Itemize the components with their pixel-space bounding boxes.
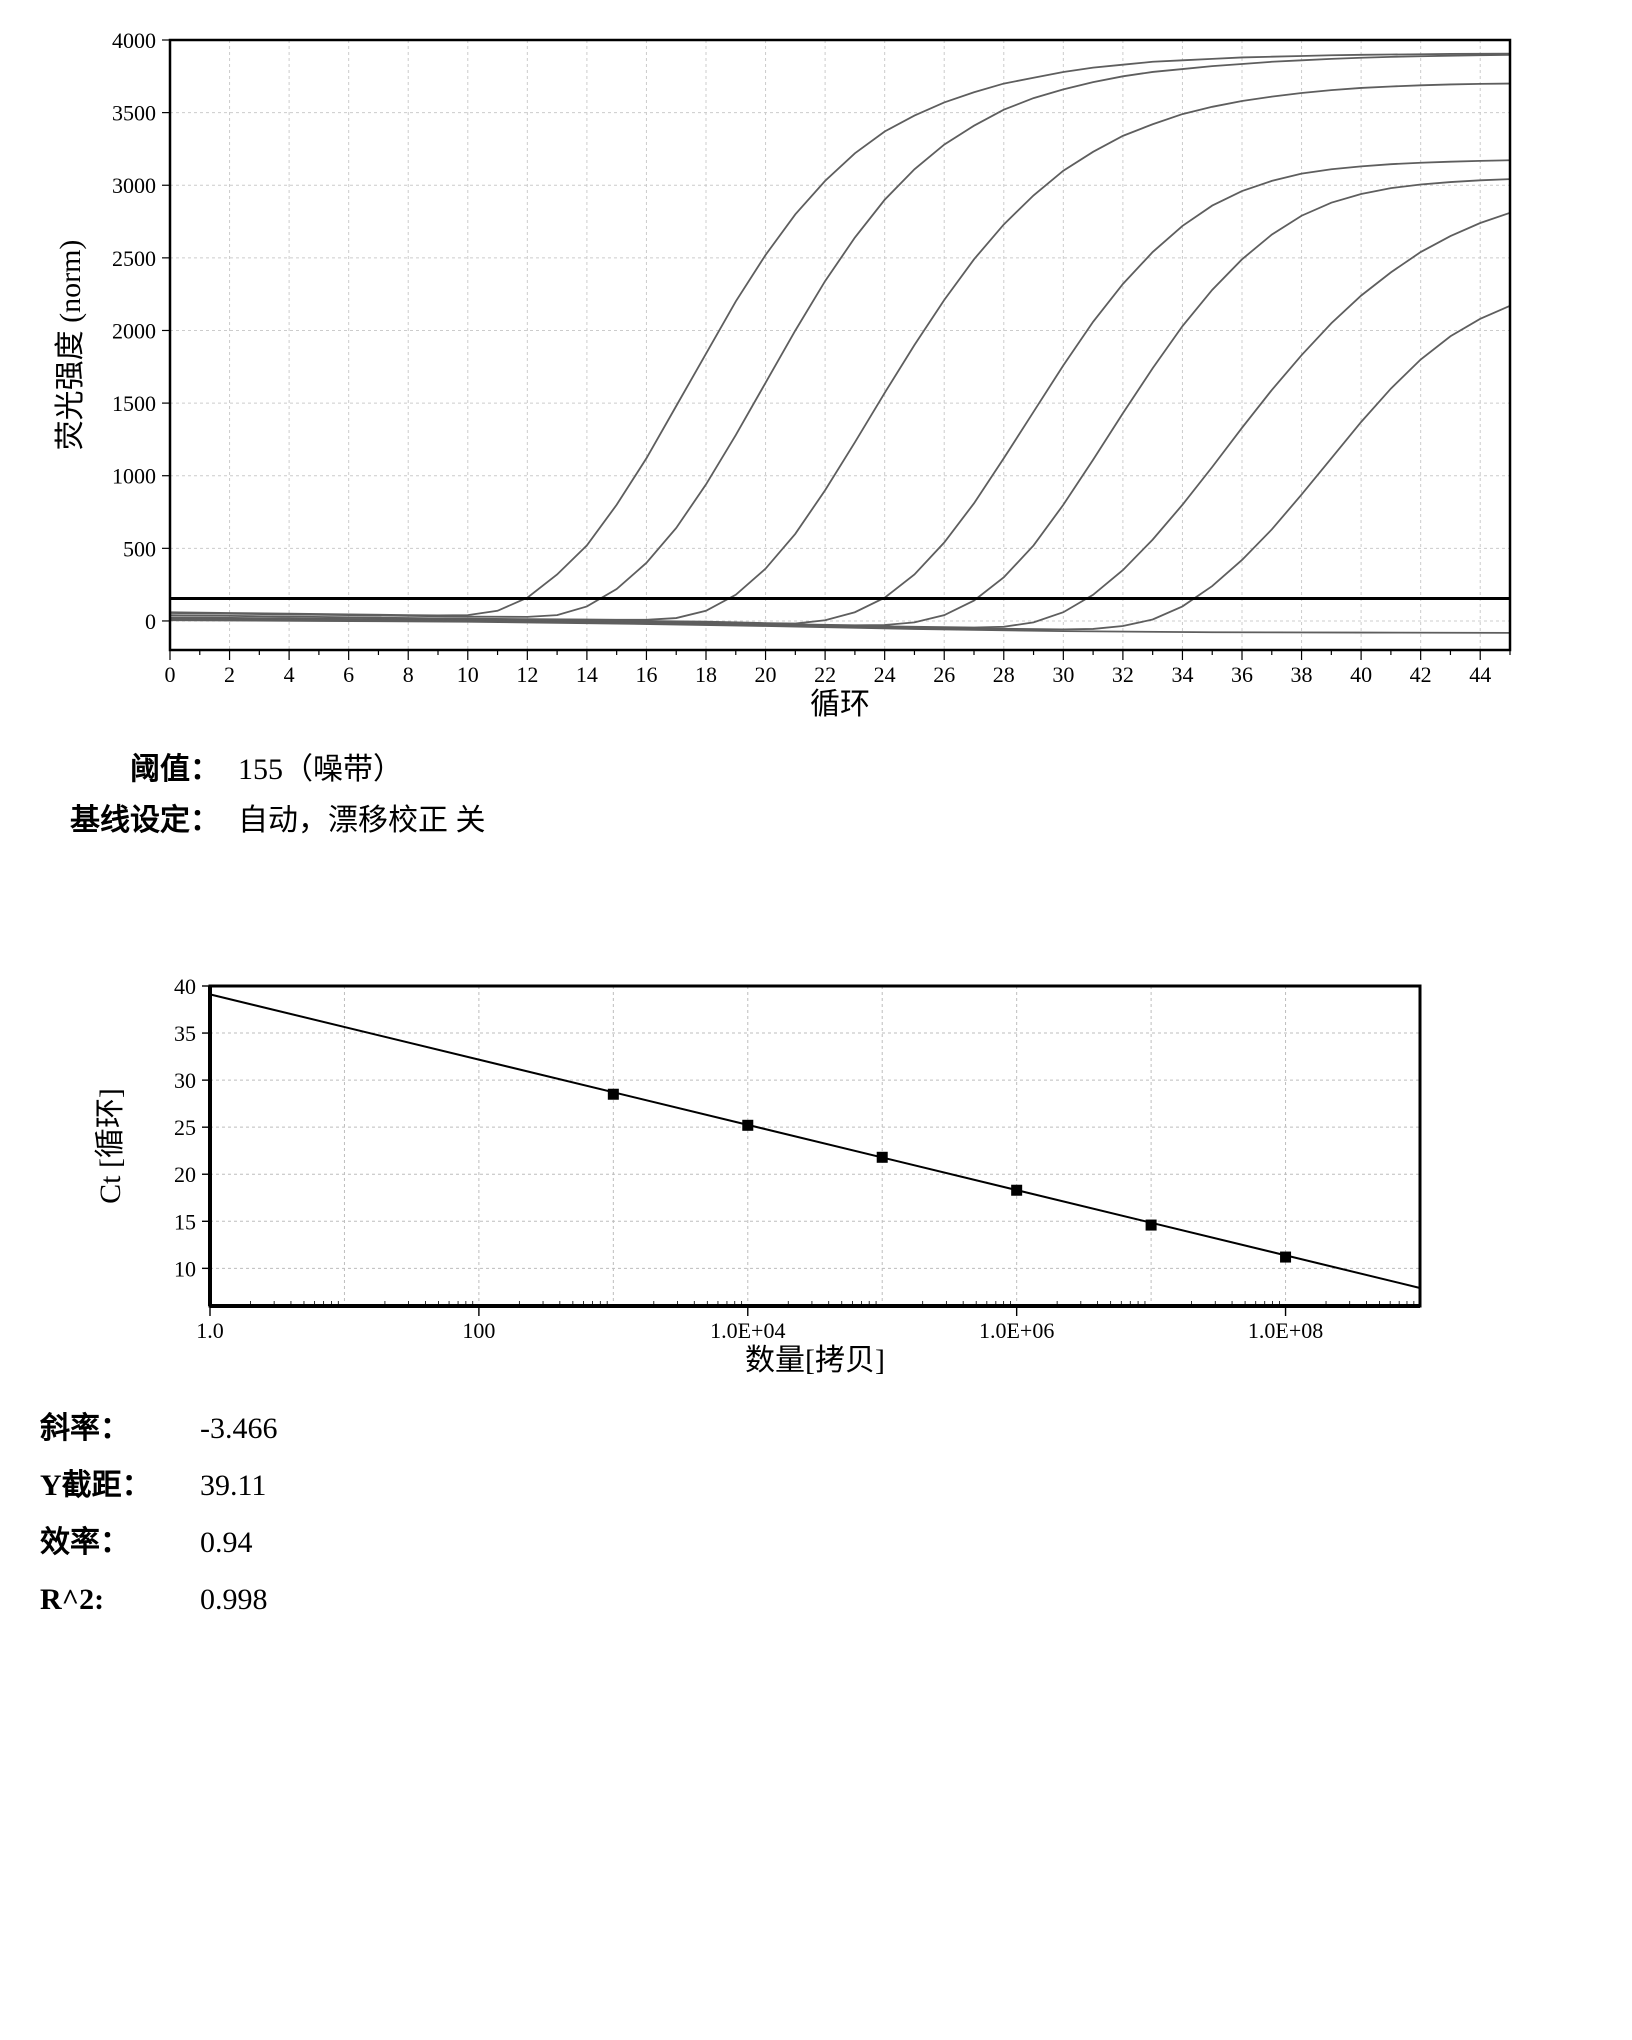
svg-text:4000: 4000 — [112, 28, 156, 53]
svg-text:1500: 1500 — [112, 391, 156, 416]
svg-text:36: 36 — [1231, 662, 1253, 687]
svg-text:20: 20 — [174, 1162, 196, 1187]
svg-text:0: 0 — [165, 662, 176, 687]
svg-text:30: 30 — [1052, 662, 1074, 687]
standard-curve-svg: 1.0 100 1.0E+04 1.0E+06 1.0E+08 10 15 20 25 30 35 4… — [40, 966, 1460, 1376]
amplification-chart: 0246810121416182022242628303234363840424… — [40, 20, 1592, 720]
svg-text:3500: 3500 — [112, 101, 156, 126]
svg-text:500: 500 — [123, 536, 156, 561]
efficiency-row: 效率： 0.94 — [40, 1514, 1592, 1571]
svg-text:1.0E+06: 1.0E+06 — [979, 1318, 1054, 1343]
svg-text:35: 35 — [174, 1021, 196, 1046]
svg-text:32: 32 — [1112, 662, 1134, 687]
svg-text:38: 38 — [1291, 662, 1313, 687]
svg-text:30: 30 — [174, 1068, 196, 1093]
intercept-row: Y截距： 39.11 — [40, 1457, 1592, 1514]
svg-text:14: 14 — [576, 662, 598, 687]
svg-text:2000: 2000 — [112, 318, 156, 343]
svg-text:25: 25 — [174, 1115, 196, 1140]
svg-text:40: 40 — [1350, 662, 1372, 687]
standard-curve-chart: 1.0 100 1.0E+04 1.0E+06 1.0E+08 10 15 20 25 30 35 4… — [40, 966, 1592, 1376]
svg-text:26: 26 — [933, 662, 955, 687]
svg-text:12: 12 — [516, 662, 538, 687]
svg-text:44: 44 — [1469, 662, 1491, 687]
spacer — [40, 846, 1592, 966]
svg-text:数量[拷贝]: 数量[拷贝] — [745, 1344, 885, 1376]
threshold-label: 阈值： — [40, 744, 220, 795]
baseline-value: 自动，漂移校正 关 — [220, 795, 486, 846]
svg-text:16: 16 — [635, 662, 657, 687]
r2-row: R^2: 0.998 — [40, 1571, 1592, 1628]
svg-text:10: 10 — [457, 662, 479, 687]
amplification-svg: 0246810121416182022242628303234363840424… — [40, 20, 1540, 720]
threshold-value: 155（噪带） — [220, 744, 403, 795]
svg-text:8: 8 — [403, 662, 414, 687]
svg-text:1.0E+04: 1.0E+04 — [710, 1318, 785, 1343]
baseline-row: 基线设定： 自动，漂移校正 关 — [40, 795, 1592, 846]
svg-text:28: 28 — [993, 662, 1015, 687]
svg-text:3000: 3000 — [112, 173, 156, 198]
efficiency-value: 0.94 — [200, 1514, 253, 1571]
svg-text:22: 22 — [814, 662, 836, 687]
threshold-row: 阈值： 155（噪带） — [40, 744, 1592, 795]
svg-text:荧光强度 (norm): 荧光强度 (norm) — [54, 240, 87, 451]
amp-info-block: 阈值： 155（噪带） 基线设定： 自动，漂移校正 关 — [40, 744, 1592, 846]
svg-text:Ct [循环]: Ct [循环] — [94, 1088, 127, 1204]
intercept-value: 39.11 — [200, 1457, 266, 1514]
svg-text:10: 10 — [174, 1256, 196, 1281]
svg-text:42: 42 — [1410, 662, 1432, 687]
svg-text:0: 0 — [145, 609, 156, 634]
svg-text:1.0E+08: 1.0E+08 — [1248, 1318, 1323, 1343]
svg-text:循环: 循环 — [810, 688, 870, 720]
svg-text:40: 40 — [174, 974, 196, 999]
svg-text:6: 6 — [343, 662, 354, 687]
svg-text:2: 2 — [224, 662, 235, 687]
efficiency-label: 效率： — [40, 1514, 200, 1571]
svg-text:4: 4 — [284, 662, 295, 687]
r2-value: 0.998 — [200, 1571, 268, 1628]
slope-value: -3.466 — [200, 1400, 278, 1457]
intercept-label: Y截距： — [40, 1457, 200, 1514]
svg-text:34: 34 — [1171, 662, 1193, 687]
baseline-label: 基线设定： — [40, 795, 220, 846]
svg-text:1.0: 1.0 — [196, 1318, 224, 1343]
svg-text:15: 15 — [174, 1209, 196, 1234]
r2-label: R^2: — [40, 1571, 200, 1628]
svg-text:100: 100 — [462, 1318, 495, 1343]
svg-text:24: 24 — [874, 662, 896, 687]
svg-text:2500: 2500 — [112, 246, 156, 271]
stats-block: 斜率： -3.466 Y截距： 39.11 效率： 0.94 R^2: 0.99… — [40, 1400, 1592, 1628]
svg-text:20: 20 — [755, 662, 777, 687]
page-root: 0246810121416182022242628303234363840424… — [0, 0, 1632, 1688]
slope-row: 斜率： -3.466 — [40, 1400, 1592, 1457]
svg-text:18: 18 — [695, 662, 717, 687]
svg-text:1000: 1000 — [112, 464, 156, 489]
slope-label: 斜率： — [40, 1400, 200, 1457]
